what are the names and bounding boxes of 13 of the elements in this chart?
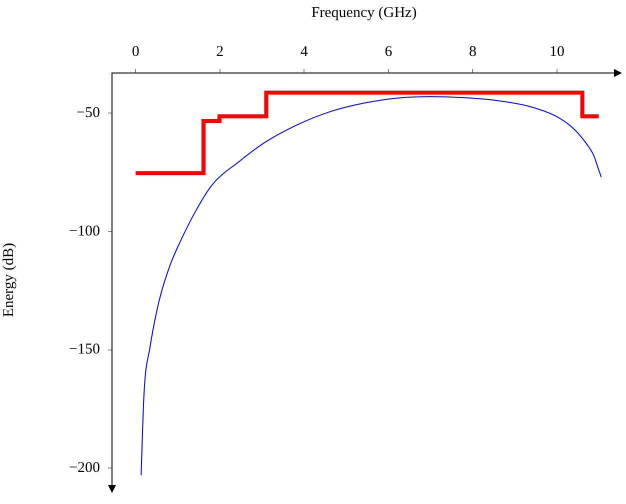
x-tick-label: 4 [300,44,308,60]
x-tick-label: 2 [216,44,224,60]
y-axis-title: Energy (dB) [0,242,17,318]
x-axis-title: Frequency (GHz) [311,4,417,21]
x-tick-label: 10 [550,44,565,60]
x-tick-label: 0 [132,44,140,60]
line-series [140,96,602,476]
y-tick-label: −100 [69,223,100,240]
y-tick-label: −200 [69,460,100,476]
x-tick-label: 8 [468,44,476,60]
y-tick-label: −150 [69,342,100,358]
y-tick-label: −50 [76,105,100,122]
x-tick-label: 6 [384,44,393,60]
